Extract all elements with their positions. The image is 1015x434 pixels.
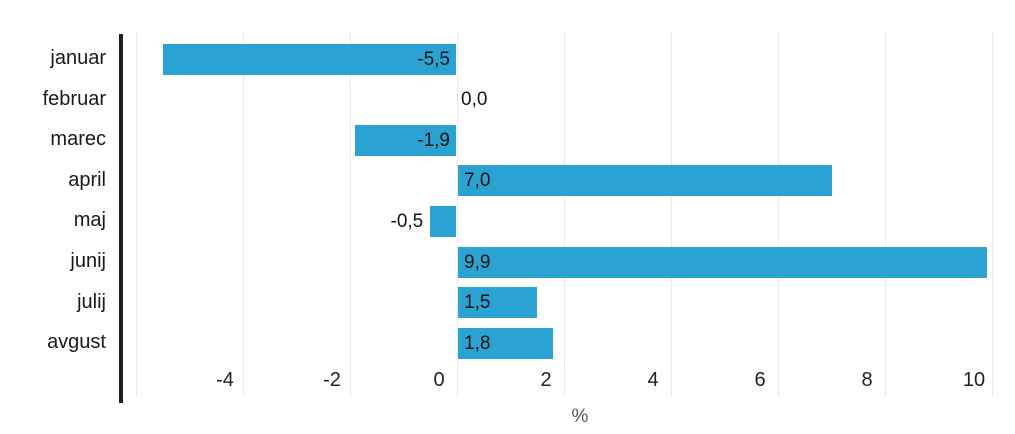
y-axis-label-januar: januar: [50, 47, 106, 69]
x-axis-unit-label: %: [571, 406, 589, 427]
value-label-avgust: 1,8: [464, 332, 491, 354]
y-axis-label-junij: junij: [70, 250, 106, 272]
value-label-marec: -1,9: [417, 129, 450, 151]
gridline: [136, 32, 137, 396]
gridline: [243, 32, 244, 396]
bar-april: [458, 165, 832, 197]
value-label-maj: -0,5: [390, 210, 424, 232]
y-axis-label-julij: julij: [77, 290, 106, 313]
gridline: [350, 32, 351, 396]
y-axis-label-avgust: avgust: [47, 331, 106, 354]
bar-januar: [162, 43, 456, 75]
value-label-februar: 0,0: [461, 89, 488, 111]
x-tick-label: -2: [323, 369, 341, 391]
y-axis-line: [119, 34, 123, 403]
x-tick-label: -4: [216, 369, 234, 391]
gridline: [671, 32, 672, 396]
value-label-junij: 9,9: [464, 251, 491, 273]
gridline: [885, 32, 886, 396]
y-axis-label-februar: februar: [42, 87, 106, 110]
gridline: [457, 32, 458, 396]
value-label-julij: 1,5: [464, 292, 491, 314]
y-axis-label-april: april: [68, 168, 106, 191]
y-axis-label-marec: marec: [50, 128, 106, 151]
value-label-april: 7,0: [464, 170, 491, 192]
bar-julij: [458, 287, 538, 319]
bar-avgust: [458, 327, 554, 359]
y-axis-label-maj: maj: [73, 209, 106, 232]
bar-junij: [458, 246, 987, 278]
x-tick-label: 4: [647, 369, 659, 391]
x-tick-label: 10: [962, 369, 986, 391]
x-tick-label: 6: [754, 369, 766, 391]
x-tick-label: 2: [540, 369, 552, 391]
gridline: [564, 32, 565, 396]
x-tick-label: 8: [861, 369, 873, 391]
gridline: [992, 32, 993, 396]
gridline: [778, 32, 779, 396]
bar-maj: [430, 205, 456, 237]
value-label-januar: -5,5: [417, 48, 450, 70]
bar-marec: [355, 124, 456, 156]
x-tick-label: 0: [433, 369, 445, 391]
